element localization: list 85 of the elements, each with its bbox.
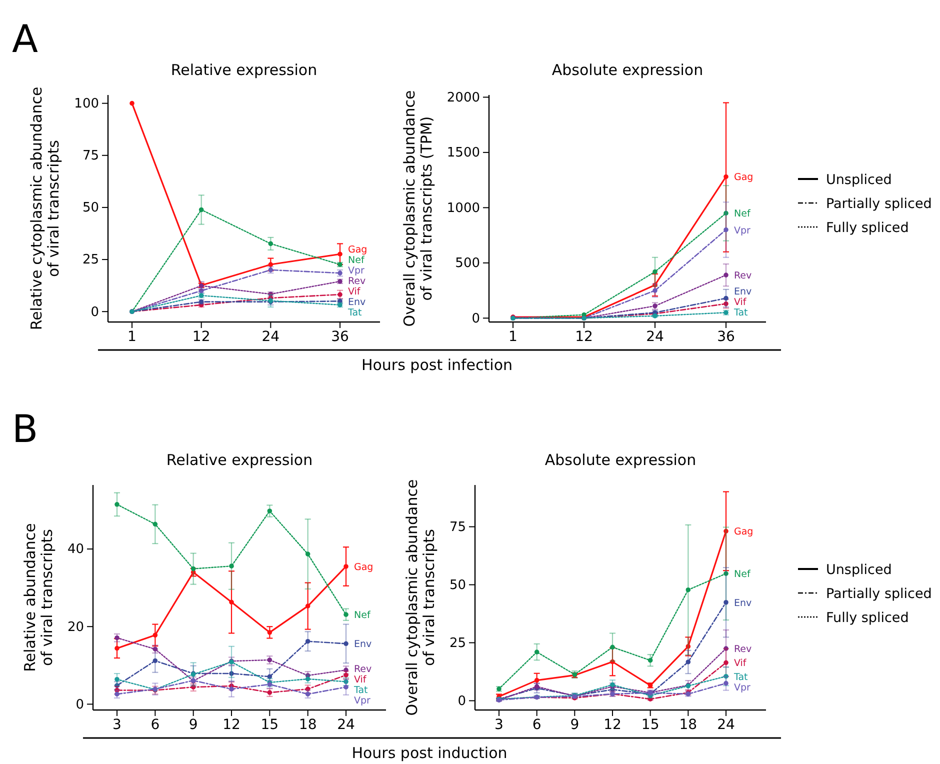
- series-label: Rev: [734, 270, 752, 282]
- x-tick-label: 1: [508, 328, 518, 345]
- series-label: Env: [354, 639, 372, 650]
- series-label: Vif: [734, 297, 747, 308]
- series-label: Vif: [354, 674, 367, 686]
- y-tick-label: 0: [90, 304, 99, 320]
- x-tick-label: 9: [570, 716, 580, 733]
- series-label: Vpr: [734, 225, 751, 236]
- series-label: Tat: [733, 308, 748, 318]
- x-tick-label: 36: [717, 328, 735, 345]
- y-axis-title: Relative cytoplasmic abundance of viral transcripts: [28, 86, 63, 330]
- x-tick-label: 6: [150, 716, 160, 733]
- text: Partially spliced: [826, 586, 932, 602]
- y-tick-label: 1500: [446, 146, 480, 161]
- y-tick-label: 0: [76, 697, 84, 712]
- y-tick-label: 100: [74, 96, 99, 112]
- x-tick-label: 9: [188, 716, 198, 733]
- series-label: Gag: [348, 244, 368, 256]
- x-tick-label: 36: [331, 328, 349, 345]
- series-label: Vif: [734, 658, 747, 670]
- chart-title: Relative expression: [170, 61, 318, 79]
- text: B: [12, 407, 38, 451]
- y-tick-label: 75: [82, 148, 99, 164]
- series-label: Nef: [734, 208, 751, 220]
- y-tick-label: 20: [67, 620, 84, 635]
- x-tick-label: 15: [641, 716, 660, 733]
- x-tick-label: 24: [717, 716, 735, 733]
- text: Unspliced: [826, 172, 892, 188]
- y-axis-title: Relative abundance of viral transcripts: [20, 523, 56, 672]
- series-label: Rev: [734, 644, 752, 656]
- x-tick-label: 18: [679, 716, 698, 733]
- x-tick-label: 12: [192, 328, 210, 345]
- x-axis-title: Hours post infection: [361, 356, 513, 374]
- series-label: Tat: [733, 672, 748, 683]
- text: Unspliced: [826, 562, 892, 578]
- x-tick-label: 24: [646, 328, 664, 345]
- text: A: [12, 17, 38, 61]
- x-tick-label: 18: [298, 716, 317, 733]
- x-tick-label: 15: [260, 716, 279, 733]
- chart-title: Absolute expression: [544, 451, 696, 469]
- y-tick-label: 25: [82, 252, 99, 268]
- y-tick-label: 25: [449, 636, 466, 651]
- y-tick-label: 75: [449, 520, 466, 535]
- series-label: Gag: [354, 562, 374, 573]
- y-tick-label: 50: [449, 578, 466, 593]
- series-label: Rev: [354, 664, 372, 675]
- y-axis-title: Overall cytoplasmic abundance of viral transcripts: [402, 479, 438, 716]
- y-tick-label: 500: [455, 256, 480, 272]
- series-label: Env: [734, 286, 752, 298]
- series-label: Vif: [348, 286, 361, 298]
- y-tick-label: 1000: [446, 200, 480, 216]
- text: Fully spliced: [826, 220, 909, 236]
- series-label: Env: [734, 598, 752, 609]
- series-label: Env: [348, 297, 366, 308]
- x-axis-title: Hours post induction: [352, 744, 508, 762]
- series-label: Vpr: [734, 682, 751, 694]
- y-axis-title: Overall cytoplasmic abundance of viral transcripts (TPM): [400, 90, 436, 327]
- x-tick-label: 6: [532, 716, 542, 733]
- series-label: Gag: [734, 172, 754, 184]
- x-tick-label: 24: [337, 716, 355, 733]
- y-tick-label: 0: [472, 311, 480, 326]
- text: Fully spliced: [826, 610, 909, 626]
- x-tick-label: 1: [128, 328, 136, 345]
- series-label: Tat: [347, 308, 362, 318]
- series-label: Gag: [734, 526, 754, 538]
- series-label: Rev: [348, 276, 366, 287]
- series-label: Tat: [353, 685, 368, 696]
- x-tick-label: 3: [494, 716, 504, 733]
- y-tick-label: 0: [458, 694, 466, 709]
- series-label: Vpr: [354, 696, 371, 706]
- chart-title: Relative expression: [166, 451, 313, 469]
- y-tick-label: 2000: [446, 90, 480, 106]
- x-tick-label: 12: [575, 328, 593, 345]
- x-tick-label: 12: [604, 716, 622, 733]
- x-tick-label: 3: [112, 716, 122, 733]
- series-label: Vpr: [348, 266, 365, 276]
- series-label: Nef: [348, 255, 365, 266]
- y-tick-label: 50: [82, 200, 99, 216]
- y-tick-label: 40: [67, 542, 84, 558]
- x-tick-label: 12: [222, 716, 240, 733]
- series-label: Nef: [354, 610, 371, 622]
- x-tick-label: 24: [262, 328, 280, 345]
- chart-title: Absolute expression: [552, 61, 704, 79]
- text: Partially spliced: [826, 196, 932, 212]
- series-label: Nef: [734, 569, 751, 580]
